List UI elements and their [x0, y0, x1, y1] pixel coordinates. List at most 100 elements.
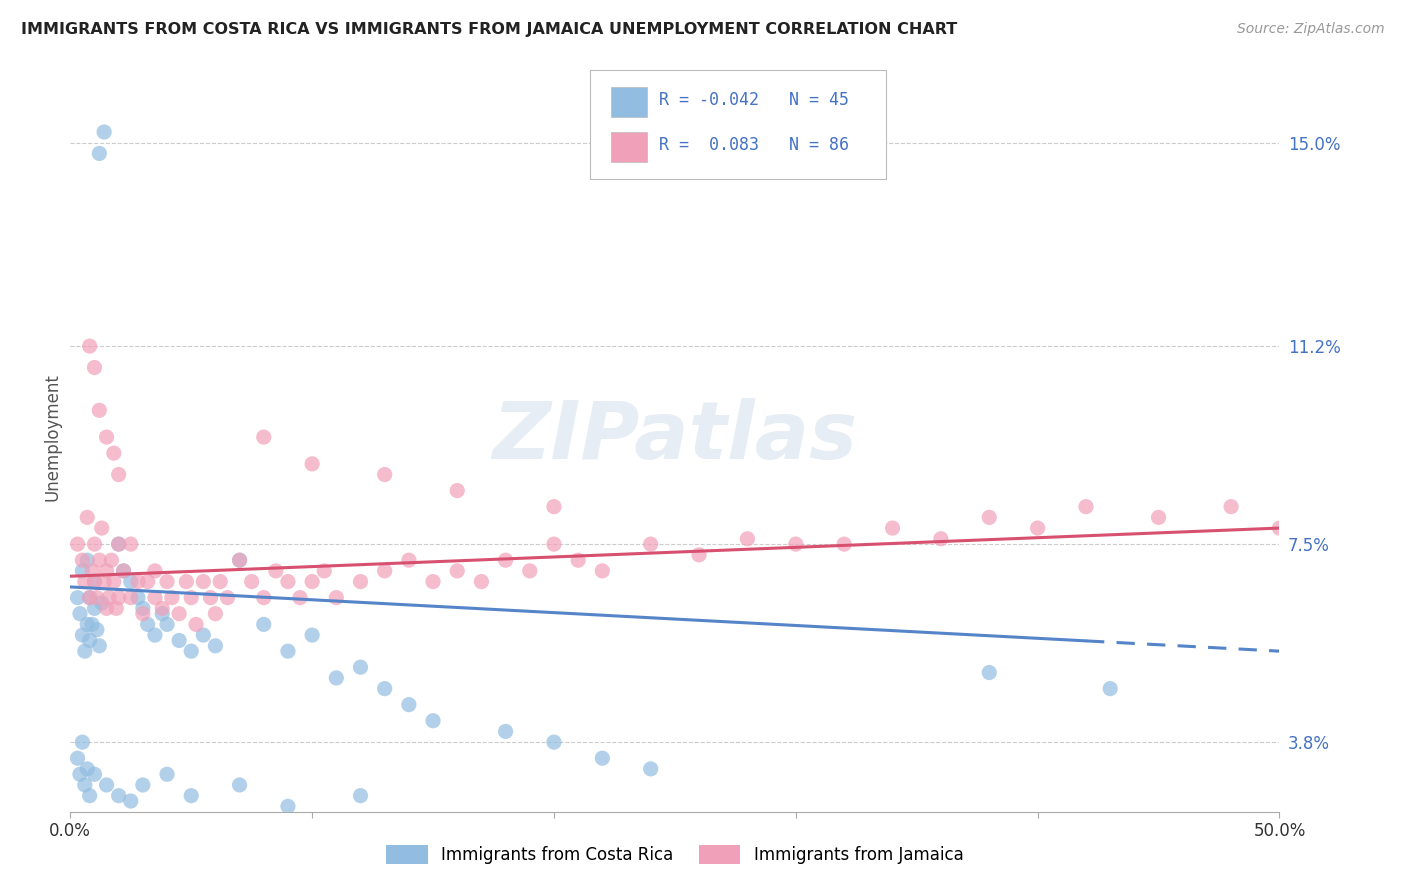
Point — [193, 574, 215, 589]
Point — [89, 639, 111, 653]
Point — [167, 633, 190, 648]
Point — [76, 617, 98, 632]
Point — [209, 574, 232, 589]
Point — [72, 628, 94, 642]
Point — [83, 601, 105, 615]
Point — [156, 767, 179, 781]
Point — [180, 591, 202, 605]
Text: R =  0.083   N = 86: R = 0.083 N = 86 — [659, 136, 849, 153]
Point — [83, 574, 105, 589]
Point — [83, 360, 105, 375]
Point — [120, 574, 142, 589]
Point — [193, 628, 215, 642]
Point — [98, 591, 121, 605]
Point — [89, 553, 111, 567]
Point — [66, 537, 89, 551]
Point — [107, 591, 129, 605]
Point — [90, 521, 112, 535]
Point — [132, 607, 155, 621]
Point — [89, 403, 111, 417]
Point — [120, 794, 142, 808]
Point — [69, 607, 91, 621]
Point — [76, 553, 98, 567]
Point — [80, 564, 103, 578]
Text: R = -0.042   N = 45: R = -0.042 N = 45 — [659, 91, 849, 109]
Point — [103, 574, 125, 589]
Point — [253, 430, 276, 444]
Point — [127, 591, 149, 605]
Point — [446, 564, 468, 578]
Point — [100, 553, 122, 567]
Point — [688, 548, 710, 562]
Point — [180, 789, 202, 803]
Point — [495, 553, 517, 567]
Point — [200, 591, 222, 605]
Point — [567, 553, 589, 567]
Text: ZIPatlas: ZIPatlas — [492, 398, 858, 476]
Point — [349, 660, 371, 674]
Bar — [610, 132, 647, 162]
Point — [66, 591, 89, 605]
Point — [325, 591, 347, 605]
Point — [264, 564, 287, 578]
Point — [83, 537, 105, 551]
Point — [136, 574, 159, 589]
Point — [86, 591, 108, 605]
Point — [120, 591, 142, 605]
Point — [79, 339, 101, 353]
Point — [301, 628, 323, 642]
Point — [96, 430, 118, 444]
Point — [103, 446, 125, 460]
Point — [79, 633, 101, 648]
Point — [543, 537, 565, 551]
Bar — [610, 87, 647, 117]
Point — [167, 607, 190, 621]
Point — [543, 500, 565, 514]
Point — [228, 553, 250, 567]
Point — [217, 591, 239, 605]
Point — [66, 751, 89, 765]
Point — [470, 574, 492, 589]
Point — [160, 591, 183, 605]
Point — [979, 665, 1001, 680]
Point — [96, 778, 118, 792]
Point — [73, 778, 96, 792]
Point — [132, 601, 155, 615]
Point — [277, 574, 299, 589]
Point — [180, 644, 202, 658]
Point — [107, 537, 129, 551]
Point — [76, 762, 98, 776]
Point — [1268, 521, 1291, 535]
Point — [640, 762, 662, 776]
Point — [398, 698, 420, 712]
Point — [422, 714, 444, 728]
Point — [79, 591, 101, 605]
Point — [150, 601, 173, 615]
Point — [253, 617, 276, 632]
Point — [398, 553, 420, 567]
Point — [314, 564, 336, 578]
Point — [143, 564, 166, 578]
Point — [204, 639, 226, 653]
Point — [132, 778, 155, 792]
Point — [86, 623, 108, 637]
Point — [979, 510, 1001, 524]
Point — [176, 574, 198, 589]
Point — [374, 564, 396, 578]
Point — [495, 724, 517, 739]
Point — [1099, 681, 1122, 696]
Point — [1147, 510, 1170, 524]
FancyBboxPatch shape — [591, 70, 887, 178]
Point — [277, 799, 299, 814]
Point — [1026, 521, 1049, 535]
Point — [253, 591, 276, 605]
Point — [349, 789, 371, 803]
Point — [228, 553, 250, 567]
Point — [349, 574, 371, 589]
Point — [277, 644, 299, 658]
Point — [737, 532, 759, 546]
Point — [80, 617, 103, 632]
Point — [72, 735, 94, 749]
Point — [228, 778, 250, 792]
Legend: Immigrants from Costa Rica, Immigrants from Jamaica: Immigrants from Costa Rica, Immigrants f… — [380, 838, 970, 871]
